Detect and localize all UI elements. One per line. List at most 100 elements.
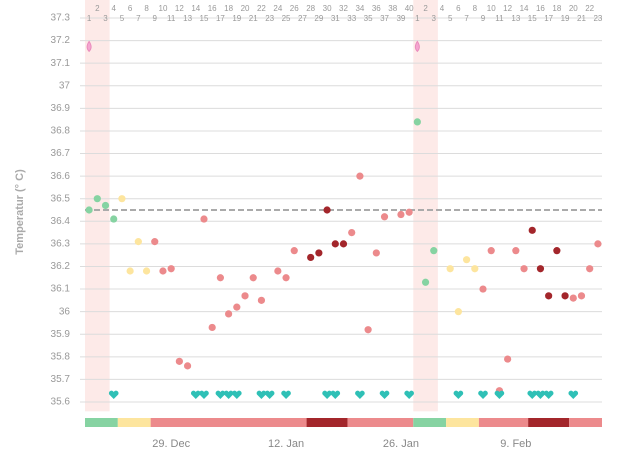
y-tick-label: 37 [59, 80, 71, 91]
heart [568, 390, 579, 399]
drop [414, 40, 420, 53]
day-label: 33 [347, 14, 356, 23]
temperature-point [569, 294, 577, 302]
drop [86, 40, 92, 53]
day-label: 26 [290, 4, 299, 13]
heart [223, 390, 234, 399]
y-tick-label: 36.8 [51, 126, 71, 137]
temperature-point [101, 201, 110, 210]
y-tick-label: 36.5 [51, 193, 71, 204]
temperature-point [110, 215, 118, 223]
day-label: 7 [136, 14, 141, 23]
phase-bar [569, 418, 602, 427]
day-label: 21 [249, 14, 258, 23]
temperature-point [200, 215, 208, 223]
day-label: 9 [481, 14, 486, 23]
temperature-point [208, 323, 216, 332]
temperature-point [504, 355, 512, 363]
x-tick-label: 12. Jan [268, 438, 304, 450]
day-label: 18 [552, 4, 561, 13]
day-label: 3 [103, 14, 108, 23]
day-label: 31 [331, 14, 340, 23]
temperature-point [462, 256, 471, 264]
heart [108, 390, 119, 399]
heart [494, 390, 505, 399]
phase-bar [446, 418, 479, 427]
temperature-point [594, 240, 602, 248]
day-label: 12 [175, 4, 184, 13]
phase-bar [150, 418, 307, 427]
temperature-point [307, 253, 315, 262]
phase-bar [117, 418, 151, 427]
heart [215, 390, 226, 399]
y-tick-label: 37.2 [51, 35, 71, 46]
day-label: 12 [503, 4, 512, 13]
temperature-point [446, 265, 454, 273]
y-tick-label: 35.7 [51, 374, 71, 385]
day-label: 28 [306, 4, 315, 13]
heart [264, 390, 275, 399]
temperature-point [536, 265, 545, 273]
day-label: 23 [593, 14, 602, 23]
y-tick-label: 35.9 [51, 329, 71, 340]
temperature-point [545, 292, 553, 300]
y-axis-label: Temperatur (° C) [14, 169, 26, 255]
day-label: 10 [487, 4, 496, 13]
day-label: 3 [432, 14, 437, 23]
temperature-point [487, 247, 495, 255]
day-label: 13 [183, 14, 192, 23]
phase-bar [85, 418, 118, 427]
temperature-point [175, 357, 183, 365]
day-label: 18 [224, 4, 233, 13]
temperature-point [586, 265, 594, 273]
temperature-point [331, 240, 339, 248]
day-label: 17 [544, 14, 553, 23]
temperature-point [512, 247, 520, 255]
temperature-point [282, 274, 290, 282]
temperature-point [405, 208, 413, 216]
temperature-point [413, 118, 421, 126]
y-tick-label: 36 [59, 306, 71, 317]
day-label: 37 [380, 14, 389, 23]
temperature-point [520, 265, 528, 273]
temperature-point [315, 249, 323, 257]
phase-bar [413, 418, 447, 427]
day-label: 20 [569, 4, 578, 13]
y-tick-label: 35.6 [51, 397, 71, 408]
y-tick-label: 36.1 [51, 284, 71, 295]
day-label: 6 [456, 4, 461, 13]
y-tick-label: 36.3 [51, 239, 71, 250]
day-label: 30 [323, 4, 332, 13]
day-label: 35 [364, 14, 373, 23]
day-label: 11 [495, 14, 504, 23]
temperature-point [339, 240, 348, 248]
day-label: 6 [128, 4, 133, 13]
y-tick-label: 36.2 [51, 261, 71, 272]
day-label: 20 [241, 4, 250, 13]
y-tick-label: 36.9 [51, 103, 71, 114]
temperature-point [323, 206, 331, 214]
day-label: 25 [282, 14, 291, 23]
heart [535, 390, 546, 399]
day-label: 16 [208, 4, 217, 13]
day-label: 4 [111, 4, 116, 13]
day-label: 32 [339, 4, 348, 13]
y-tick-label: 36.6 [51, 171, 71, 182]
day-label: 7 [464, 14, 469, 23]
temperature-point [528, 226, 536, 234]
day-label: 21 [577, 14, 586, 23]
y-tick-label: 37.3 [51, 13, 71, 24]
temperature-point [454, 308, 462, 316]
temperature-point [142, 267, 151, 275]
temperature-point [577, 292, 586, 300]
phase-bar [528, 418, 570, 427]
heart [231, 390, 242, 399]
temperature-point [183, 362, 192, 370]
day-label: 2 [423, 4, 428, 13]
day-label: 36 [372, 4, 381, 13]
temperature-point [290, 247, 298, 255]
phase-bar [347, 418, 414, 427]
day-label: 14 [191, 4, 200, 13]
day-label: 34 [355, 4, 364, 13]
heart [478, 390, 488, 399]
